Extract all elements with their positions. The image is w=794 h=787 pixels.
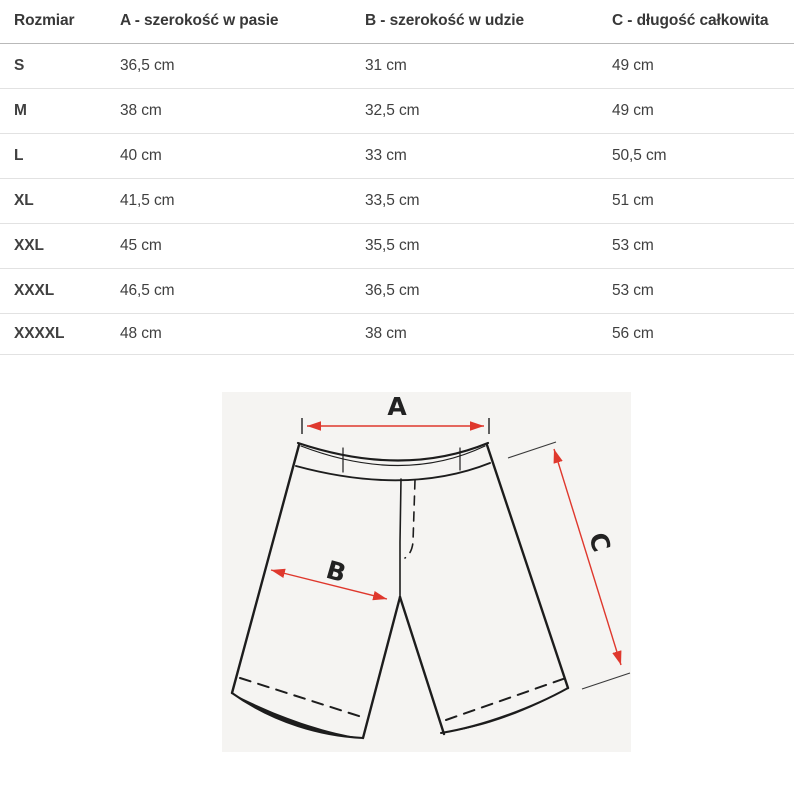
label-b: B xyxy=(323,555,349,588)
waist-value: 40 cm xyxy=(120,133,365,179)
length-value: 51 cm xyxy=(612,178,794,224)
measure-c-extension-top xyxy=(507,441,557,459)
length-value: 56 cm xyxy=(612,313,794,355)
length-value: 49 cm xyxy=(612,88,794,134)
length-value: 50,5 cm xyxy=(612,133,794,179)
col-header-thigh-width: B - szerokość w udzie xyxy=(365,0,612,44)
size-label: XXL xyxy=(0,223,120,269)
table-row: M 38 cm 32,5 cm 49 cm xyxy=(0,88,794,134)
waist-value: 36,5 cm xyxy=(120,43,365,89)
length-value: 53 cm xyxy=(612,268,794,314)
waist-value: 38 cm xyxy=(120,88,365,134)
thigh-value: 32,5 cm xyxy=(365,88,612,134)
measure-a-ticks xyxy=(301,418,490,434)
size-label: XXXL xyxy=(0,268,120,314)
table-row: XXXXL 48 cm 38 cm 56 cm xyxy=(0,313,794,355)
waist-value: 46,5 cm xyxy=(120,268,365,314)
size-label: L xyxy=(0,133,120,179)
thigh-value: 35,5 cm xyxy=(365,223,612,269)
thigh-value: 38 cm xyxy=(365,313,612,355)
table-row: XXXL 46,5 cm 36,5 cm 53 cm xyxy=(0,268,794,314)
length-value: 49 cm xyxy=(612,43,794,89)
thigh-value: 33 cm xyxy=(365,133,612,179)
thigh-value: 33,5 cm xyxy=(365,178,612,224)
table-row: L 40 cm 33 cm 50,5 cm xyxy=(0,133,794,179)
size-label: XXXXL xyxy=(0,313,120,355)
header-row: Rozmiar A - szerokość w pasie B - szerok… xyxy=(0,0,794,44)
label-a: A xyxy=(387,392,407,421)
table-row: XXL 45 cm 35,5 cm 53 cm xyxy=(0,223,794,269)
shorts-outline xyxy=(230,441,570,740)
size-chart-header: Rozmiar A - szerokość w pasie B - szerok… xyxy=(0,0,794,44)
measure-a: A xyxy=(301,392,490,434)
size-label: S xyxy=(0,43,120,89)
thigh-value: 36,5 cm xyxy=(365,268,612,314)
size-label: XL xyxy=(0,178,120,224)
waist-value: 48 cm xyxy=(120,313,365,355)
col-header-size: Rozmiar xyxy=(0,0,120,44)
label-c: C xyxy=(583,529,616,555)
size-label: M xyxy=(0,88,120,134)
thigh-value: 31 cm xyxy=(365,43,612,89)
table-row: XL 41,5 cm 33,5 cm 51 cm xyxy=(0,178,794,224)
length-value: 53 cm xyxy=(612,223,794,269)
shorts-drawing: A B C xyxy=(230,392,631,740)
size-chart-table: Rozmiar A - szerokość w pasie B - szerok… xyxy=(0,0,794,355)
col-header-waist-width: A - szerokość w pasie xyxy=(120,0,365,44)
measure-b: B xyxy=(270,555,388,601)
waist-value: 45 cm xyxy=(120,223,365,269)
shorts-measurement-diagram: A B C xyxy=(222,392,631,752)
measure-c-arrow xyxy=(553,448,622,666)
measure-b-arrow xyxy=(270,568,388,601)
table-row: S 36,5 cm 31 cm 49 cm xyxy=(0,43,794,89)
waist-value: 41,5 cm xyxy=(120,178,365,224)
col-header-total-length: C - długość całkowita xyxy=(612,0,794,44)
measure-c-extension-bottom xyxy=(581,672,631,690)
